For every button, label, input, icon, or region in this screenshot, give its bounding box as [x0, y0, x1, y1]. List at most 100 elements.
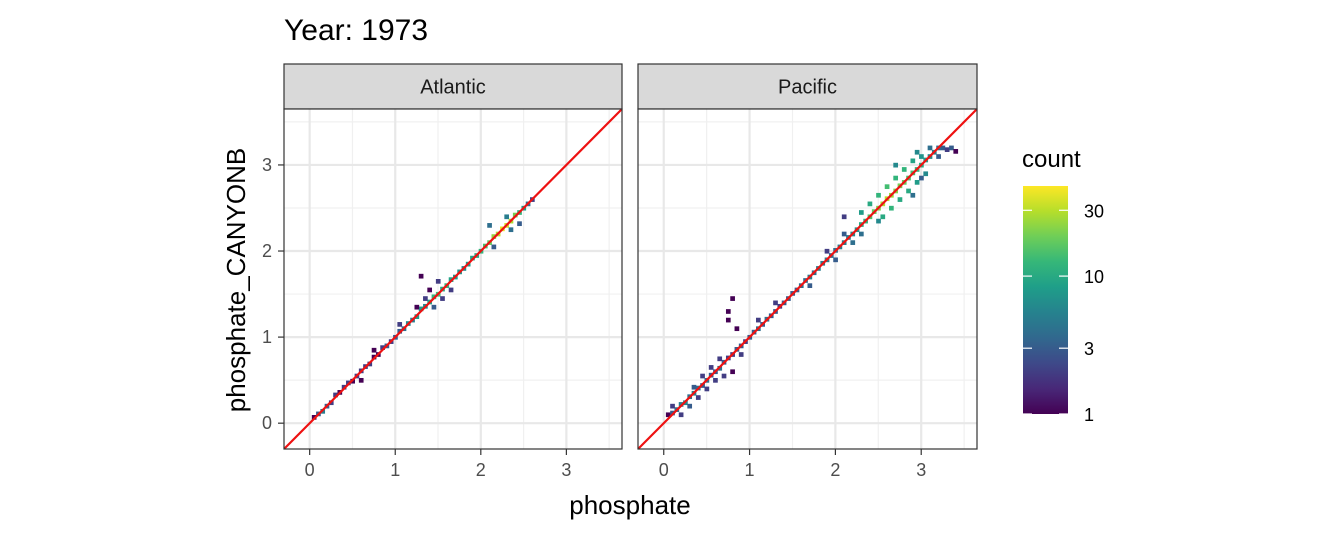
facets: Atlantic 0 1 2 3 0 1 2 3 Pacific 0 1 2 3 [262, 63, 978, 480]
panel-content [284, 109, 622, 449]
heatmap-bin [841, 231, 847, 237]
facet-strip [283, 63, 623, 110]
heatmap-bin [678, 412, 684, 418]
y-tick-label: 0 [262, 413, 272, 433]
legend-label: 30 [1084, 201, 1104, 221]
heatmap-bin [910, 158, 916, 164]
identity-line [638, 109, 977, 449]
heatmap-bin [725, 317, 731, 323]
heatmap-bin [448, 287, 454, 293]
y-tick-label: 1 [262, 327, 272, 347]
heatmap-bin [371, 347, 377, 353]
heatmap-bin [940, 145, 946, 151]
facet-pacific: Pacific 0 1 2 3 [637, 63, 978, 480]
heatmap-bin [691, 384, 697, 390]
heatmap-bin [730, 369, 735, 375]
heatmap-bin [665, 412, 671, 418]
panel-border [637, 108, 978, 450]
heatmap-bin [884, 184, 890, 190]
heatmap-bin [713, 377, 718, 383]
heatmap-bin [807, 283, 813, 289]
heatmap-bin [893, 162, 899, 168]
heatmap-bin [725, 309, 731, 314]
heatmap-bin [380, 345, 385, 350]
heatmap-bin [717, 356, 723, 362]
heatmap-bin [876, 218, 881, 224]
x-axis-title: phosphate [569, 490, 690, 520]
colorbar [1023, 186, 1068, 414]
heatmap-bin [914, 149, 920, 155]
heatmap-bin [734, 326, 740, 332]
heatmap-bin [704, 386, 710, 392]
x-tick-label: 3 [916, 460, 926, 480]
heatmap-bin [949, 145, 954, 151]
heatmap-bin [906, 188, 911, 194]
heatmap-bin [850, 240, 856, 245]
heatmap-bin [440, 296, 445, 301]
heatmap-bin [414, 304, 420, 310]
heatmap-bin [897, 197, 903, 202]
heatmap-bin [756, 317, 761, 323]
heatmap-bin [880, 214, 886, 220]
x-tick-label: 0 [305, 460, 315, 480]
heatmap-bin [423, 296, 428, 301]
heatmap-bin [944, 147, 950, 153]
y-tick-label: 2 [262, 241, 272, 261]
legend-label: 10 [1084, 267, 1104, 287]
legend: count 1 3 10 30 [1022, 146, 1104, 425]
x-tick-label: 1 [390, 460, 400, 480]
heatmap-bin [876, 192, 881, 198]
heatmap-bin [721, 373, 727, 379]
y-axis-title: phosphate_CANYONB [221, 148, 251, 412]
legend-label: 1 [1084, 405, 1094, 425]
heatmap-bin [953, 149, 959, 154]
heatmap-bin [889, 205, 894, 211]
heatmap-bin [517, 221, 522, 227]
heatmap-bin [491, 244, 497, 250]
y-tick-label: 3 [262, 155, 272, 175]
heatmap-bin [418, 273, 424, 279]
heatmap-bin [358, 377, 364, 383]
heatmap-bin [431, 304, 437, 310]
heatmap-bin [773, 300, 778, 306]
x-tick-label: 2 [476, 460, 486, 480]
heatmap-bin [418, 306, 424, 312]
heatmap-bin [504, 214, 510, 220]
heatmap-bin [397, 322, 403, 327]
heatmap-bin [435, 279, 441, 284]
heatmap-bin [833, 257, 838, 263]
heatmap-bin [919, 175, 924, 181]
facet-strip [637, 63, 978, 110]
legend-title: count [1022, 146, 1081, 173]
facet-strip-label: Pacific [778, 77, 837, 99]
heatmap-bin [738, 352, 744, 357]
heatmap-bin [333, 392, 338, 398]
colorbar-ticks: 1 3 10 30 [1023, 201, 1104, 425]
heatmap-bin [910, 192, 916, 198]
heatmap-bin [487, 223, 492, 228]
heatmap-bin [927, 145, 933, 151]
legend-label: 3 [1084, 339, 1094, 359]
heatmap-bin [858, 210, 864, 215]
x-tick-label: 3 [561, 460, 571, 480]
x-tick-label: 1 [745, 460, 755, 480]
heatmap-bin [695, 395, 701, 400]
heatmap-bin [936, 154, 941, 159]
x-tick-label: 0 [659, 460, 669, 480]
heatmap-bin [923, 171, 929, 177]
heatmap-bin [919, 154, 924, 159]
heatmap-bin [508, 227, 514, 233]
heatmap-bin [858, 231, 864, 237]
heatmap-bin [914, 180, 920, 185]
identity-line [284, 109, 622, 449]
heatmap-bin [708, 365, 714, 370]
heatmap-bin [670, 403, 675, 409]
heatmap-bin [427, 287, 433, 293]
x-tick-label: 2 [830, 460, 840, 480]
panel-content [638, 109, 977, 449]
heatmap-bin [730, 296, 735, 301]
heatmap-bin [687, 403, 693, 409]
heatmap-bin [867, 201, 873, 207]
heatmap-bin [700, 373, 705, 379]
